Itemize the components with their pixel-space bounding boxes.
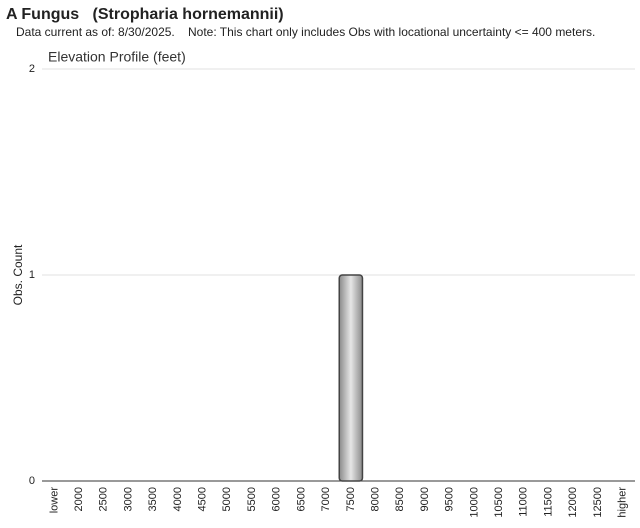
- x-tick-label: lower: [48, 487, 60, 514]
- x-tick-label: 6000: [271, 487, 283, 511]
- x-tick-label: 4000: [172, 487, 184, 511]
- x-tick-label: 11000: [518, 487, 530, 517]
- x-tick-label: 3000: [122, 487, 134, 511]
- y-axis-label: Obs. Count: [11, 244, 25, 305]
- x-tick-label: 12000: [567, 487, 579, 518]
- x-tick-label: 5500: [246, 487, 258, 511]
- x-tick-label: 9000: [419, 487, 431, 511]
- x-tick-label: 11500: [542, 487, 554, 517]
- x-tick-label: 7500: [345, 487, 357, 511]
- chart-title: Elevation Profile (feet): [48, 49, 186, 65]
- x-tick-label: 12500: [592, 487, 604, 518]
- y-tick-label: 0: [29, 475, 35, 487]
- x-tick-label: 10000: [468, 487, 480, 518]
- x-tick-label: 5000: [221, 487, 233, 511]
- date-note: Data current as of: 8/30/2025.: [16, 25, 175, 39]
- x-tick-label: 9500: [444, 487, 456, 511]
- page-title: A Fungus (Stropharia hornemannii): [6, 6, 284, 23]
- x-tick-label: 2000: [73, 487, 85, 511]
- x-tick-label: 3500: [147, 487, 159, 511]
- x-tick-label: 6500: [295, 487, 307, 511]
- x-tick-label: 10500: [493, 487, 505, 518]
- x-tick-label: 4500: [197, 487, 209, 511]
- x-tick-label: 8500: [394, 487, 406, 511]
- x-tick-label: 8000: [369, 487, 381, 511]
- x-tick-label: 7000: [320, 487, 332, 511]
- x-tick-label: higher: [617, 487, 629, 518]
- bar: [338, 274, 364, 482]
- y-tick-label: 1: [29, 269, 35, 281]
- y-tick-label: 2: [29, 63, 35, 75]
- x-tick-label: 2500: [98, 487, 110, 511]
- chart-note: Note: This chart only includes Obs with …: [188, 25, 595, 39]
